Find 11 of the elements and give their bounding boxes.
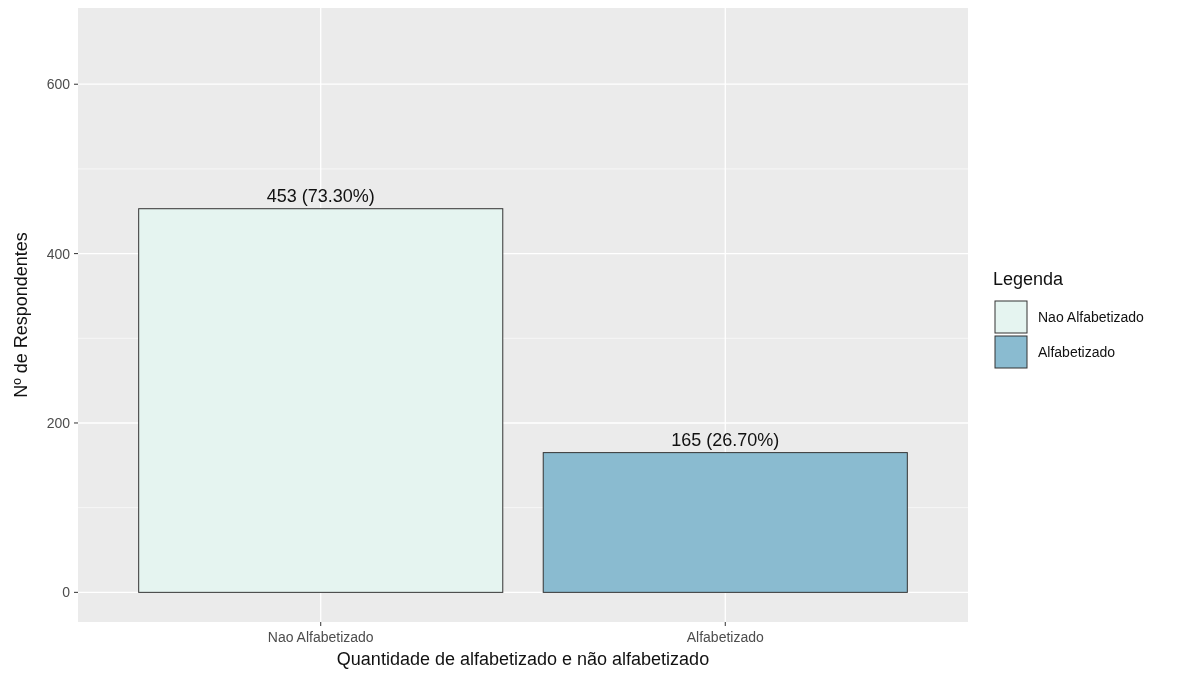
y-tick-label: 400 <box>46 245 71 262</box>
data-label: 165 (26.70%) <box>671 429 780 450</box>
y-tick-label: 0 <box>62 584 71 601</box>
legend-title: Legenda <box>993 269 1065 289</box>
x-axis-title: Quantidade de alfabetizado e não alfabetizado <box>336 649 710 669</box>
y-axis-title: Nº de Respondentes <box>11 232 31 398</box>
data-label: 453 (73.30%) <box>266 185 375 206</box>
y-tick-label: 200 <box>46 414 71 431</box>
legend-label: Nao Alfabetizado <box>1038 308 1145 325</box>
legend-label: Alfabetizado <box>1038 343 1116 360</box>
y-tick-label: 600 <box>46 76 71 93</box>
